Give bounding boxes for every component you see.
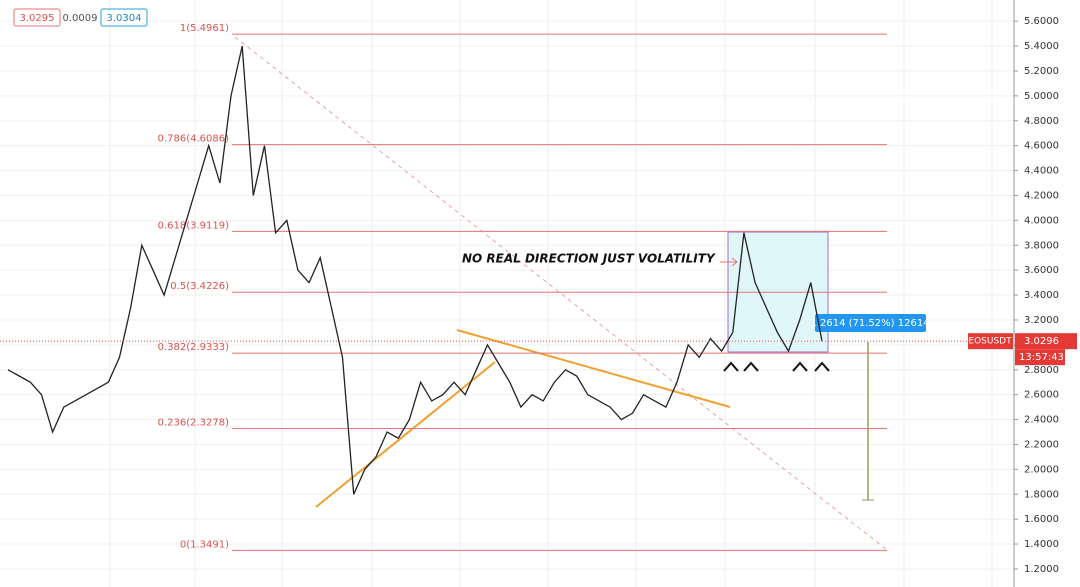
- trendline: [456, 329, 731, 408]
- y-tick-label: 4.6000: [1024, 141, 1059, 152]
- annotation: NO REAL DIRECTION JUST VOLATILITY: [462, 252, 716, 266]
- arrow: [731, 257, 738, 267]
- y-tick-label: 2.6000: [1024, 390, 1059, 401]
- vgrid: [109, 0, 993, 587]
- countdown: 13:57:43: [1019, 352, 1064, 363]
- fib-label: 0.618(3.9119): [158, 220, 230, 231]
- y-tick-label: 4.0000: [1024, 215, 1059, 226]
- countdown-box: [1015, 349, 1065, 366]
- y-tick-label: 1.4000: [1024, 539, 1059, 550]
- fib-label: 0.236(2.3278): [158, 418, 230, 429]
- y-tick-label: 4.2000: [1024, 190, 1059, 201]
- y-tick-label: 2.2000: [1024, 439, 1059, 450]
- fib-label: 1(5.4961): [180, 23, 229, 34]
- close-box: [100, 8, 148, 27]
- y-tick-label: 3.2000: [1024, 315, 1059, 326]
- trendline: [315, 361, 496, 508]
- y-tick-label: 2.0000: [1024, 464, 1059, 475]
- y-tick-label: 3.8000: [1024, 240, 1059, 251]
- y-tick-label: 3.4000: [1024, 290, 1059, 301]
- price-line: [7, 45, 823, 495]
- diagonal: [234, 36, 888, 551]
- y-tick-label: 4.8000: [1024, 116, 1059, 127]
- symbol-box: [968, 333, 1013, 350]
- y-tick-label: 5.0000: [1024, 91, 1059, 102]
- last-price: 3.0296: [1024, 336, 1059, 347]
- y-tick-label: 1.8000: [1024, 489, 1059, 500]
- y-tick-label: 5.2000: [1024, 66, 1059, 77]
- y-tick-label: 2.8000: [1024, 365, 1059, 376]
- carets: [723, 361, 830, 372]
- last-price-box: [1015, 333, 1077, 350]
- measure-box: [815, 314, 926, 332]
- y-tick-label: 4.4000: [1024, 166, 1059, 177]
- change: 0.0009: [63, 13, 98, 24]
- fib-label: 0.5(3.4226): [170, 281, 229, 292]
- y-tick-label: 2.4000: [1024, 415, 1059, 426]
- fib-label: 0(1.3491): [180, 539, 229, 550]
- y-tick-label: 1.2000: [1024, 564, 1059, 575]
- y-tick-label: 5.6000: [1024, 16, 1059, 27]
- fib-label: 0.786(4.6086): [158, 134, 230, 145]
- measure-label: 1.2614 (71.52%) 12614: [810, 318, 929, 329]
- y-tick-label: 3.6000: [1024, 265, 1059, 276]
- y-tick-label: 5.4000: [1024, 41, 1059, 52]
- y-tick-label: 1.6000: [1024, 514, 1059, 525]
- open: 3.0295: [20, 13, 55, 24]
- symbol: EOSUSDT: [968, 337, 1012, 347]
- close: 3.0304: [107, 13, 142, 24]
- open-box: [13, 8, 61, 27]
- fib-label: 0.382(2.9333): [158, 342, 230, 353]
